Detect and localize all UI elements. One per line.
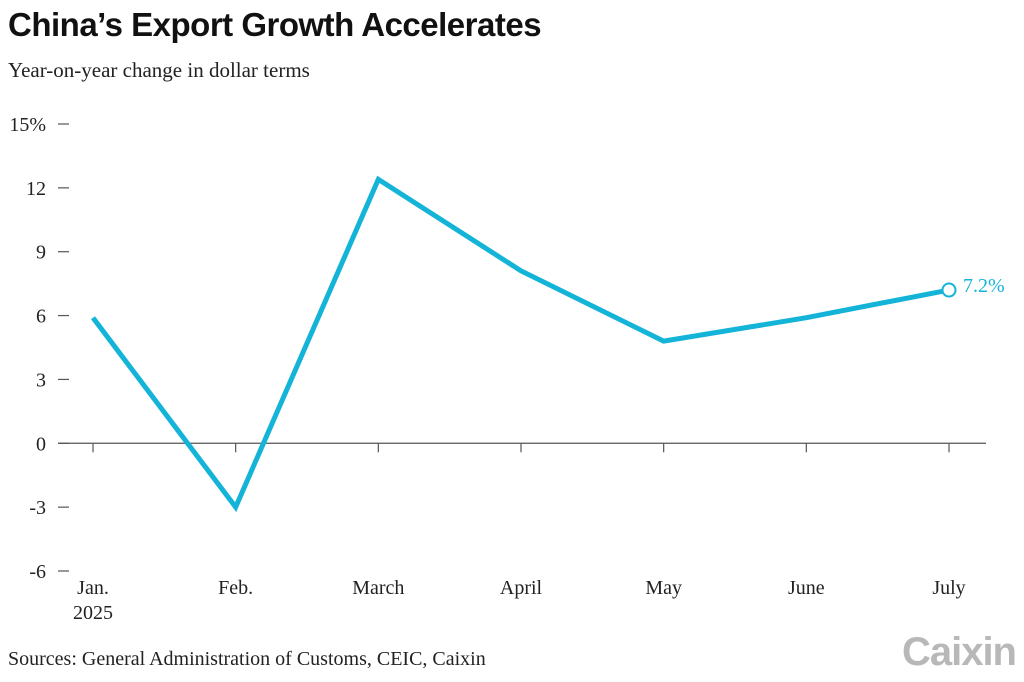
series-line: 7.2% [91, 175, 1005, 513]
export-growth-line [91, 175, 950, 513]
x-tick-label: June [788, 577, 825, 599]
y-tick-label: 15% [9, 114, 46, 136]
y-tick-label: 0 [36, 433, 46, 455]
x-axis: Jan. 2025 Feb. March April May June July [58, 442, 986, 624]
x-tick-label: March [352, 577, 404, 599]
caixin-logo: Caixin [901, 630, 1017, 674]
endpoint-marker [941, 282, 957, 298]
y-axis: 15% 12 9 6 3 0 -3 -6 [9, 114, 69, 583]
source-note: Sources: General Administration of Custo… [8, 648, 486, 670]
endpoint-label: 7.2% [963, 275, 1005, 297]
x-tick-label: July [932, 577, 965, 599]
x-tick-label: 2025 [73, 602, 113, 624]
x-tick-label: Jan. [77, 577, 109, 599]
y-tick-label: 6 [36, 306, 46, 328]
x-tick-label: Feb. [218, 577, 253, 599]
chart-subtitle: Year-on-year change in dollar terms [8, 58, 310, 82]
y-tick-label: -6 [29, 561, 46, 583]
y-tick-label: 9 [36, 242, 46, 264]
chart-title: China’s Export Growth Accelerates [8, 6, 542, 43]
y-tick-label: -3 [29, 497, 46, 519]
x-tick-label: May [645, 577, 682, 599]
y-tick-label: 12 [26, 178, 46, 200]
y-tick-label: 3 [36, 369, 46, 391]
x-tick-label: April [500, 577, 543, 599]
